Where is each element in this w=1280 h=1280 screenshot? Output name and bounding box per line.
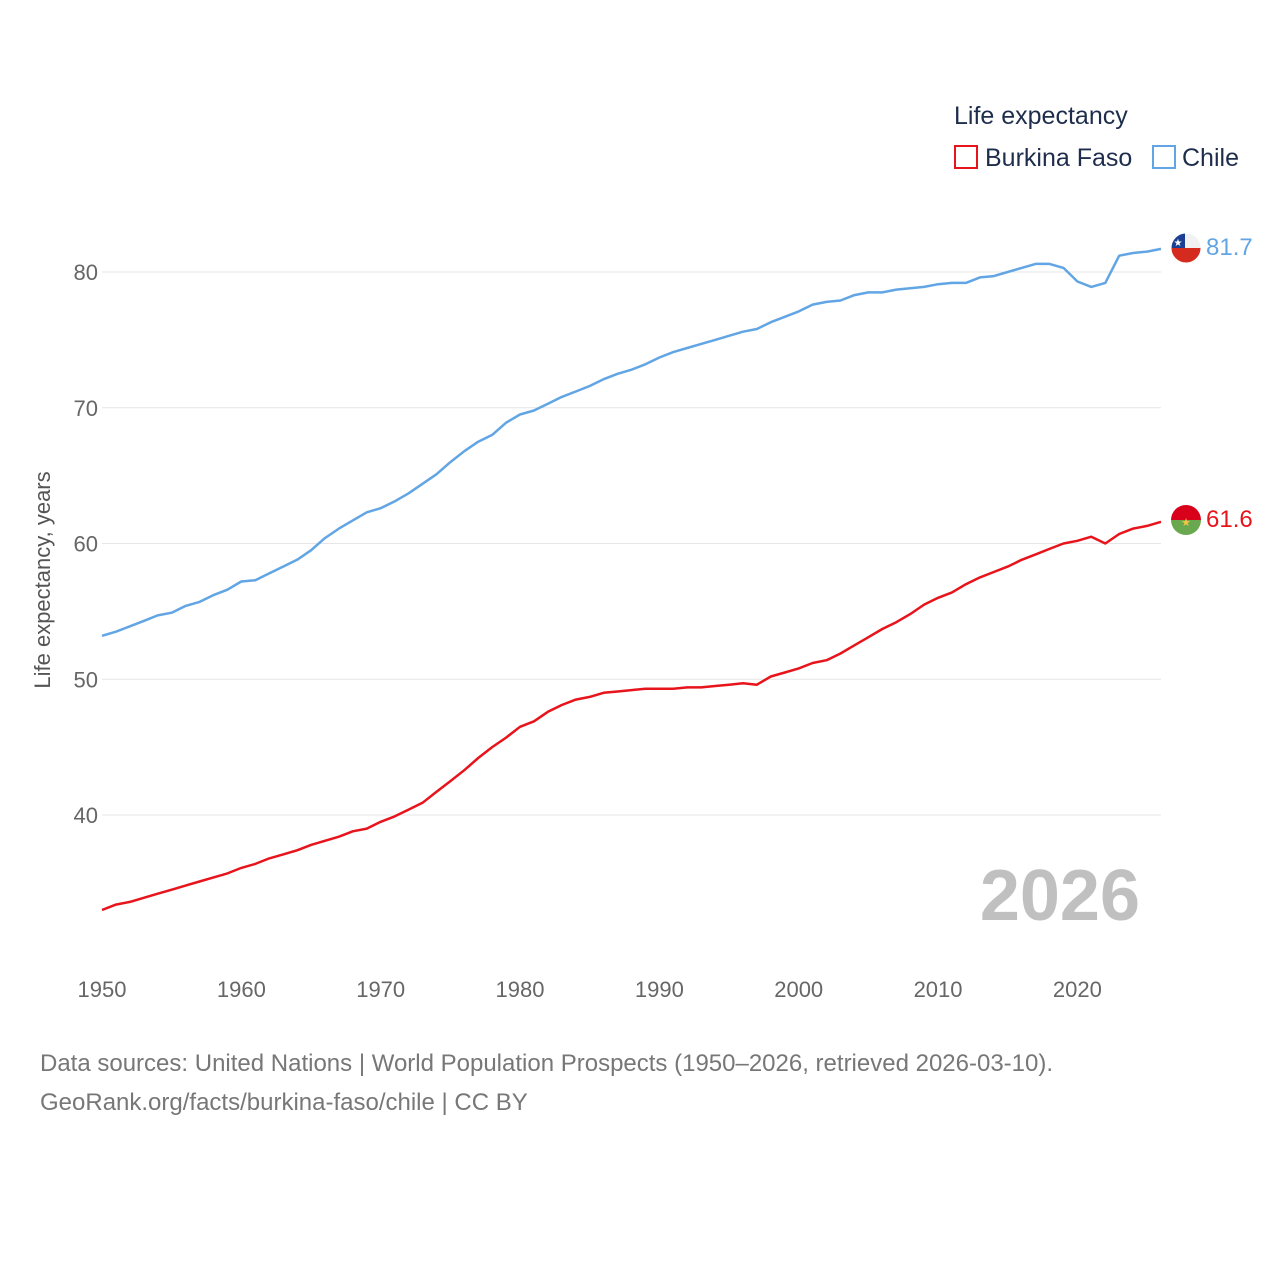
y-tick-label: 60 [74,532,98,557]
y-axis-label: Life expectancy, years [30,471,55,688]
y-tick-label: 40 [74,803,98,828]
series-lines [101,247,1162,912]
y-tick-label: 50 [74,667,98,692]
chile-end-value: 81.7 [1206,234,1253,261]
x-tick-label: 2010 [914,977,963,1002]
legend-title: Life expectancy [954,102,1128,130]
legend-swatch-burkina-faso[interactable] [954,145,978,169]
x-axis-ticks: 1950 1960 1970 1980 1990 2000 2010 2020 [78,977,1102,1002]
footer-sources: Data sources: United Nations | World Pop… [40,1044,1053,1122]
y-axis-ticks: 40 50 60 70 80 [74,260,98,828]
x-tick-label: 1990 [635,977,684,1002]
x-tick-label: 1950 [78,977,127,1002]
gridlines [102,271,1161,816]
chile-flag-icon: ★ [1171,233,1201,263]
legend-label-burkina-faso[interactable]: Burkina Faso [985,144,1132,172]
svg-text:★: ★ [1181,516,1191,529]
footer-data-sources: Data sources: United Nations | World Pop… [40,1050,1054,1077]
x-tick-label: 1970 [356,977,405,1002]
x-tick-label: 2020 [1053,977,1102,1002]
x-tick-label: 1980 [496,977,545,1002]
legend: Life expectancy Burkina Faso Chile [954,102,1239,172]
life-expectancy-chart: 40 50 60 70 80 1950 1960 1970 1980 1990 2000 2010 2… [30,102,1253,1002]
burkina-faso-flag-icon: ★ [1171,505,1201,535]
x-tick-label: 2000 [774,977,823,1002]
year-watermark: 2026 [980,856,1140,936]
legend-swatch-chile[interactable] [1152,145,1176,169]
y-tick-label: 80 [74,260,98,285]
svg-text:★: ★ [1174,238,1183,249]
burkina-faso-end-value: 61.6 [1206,506,1253,533]
series-line-burkina-faso[interactable] [101,520,1162,912]
series-line-chile[interactable] [101,247,1162,637]
x-tick-label: 1960 [217,977,266,1002]
footer-attribution[interactable]: GeoRank.org/facts/burkina-faso/chile | C… [40,1089,528,1116]
legend-label-chile[interactable]: Chile [1182,144,1239,172]
y-tick-label: 70 [74,396,98,421]
